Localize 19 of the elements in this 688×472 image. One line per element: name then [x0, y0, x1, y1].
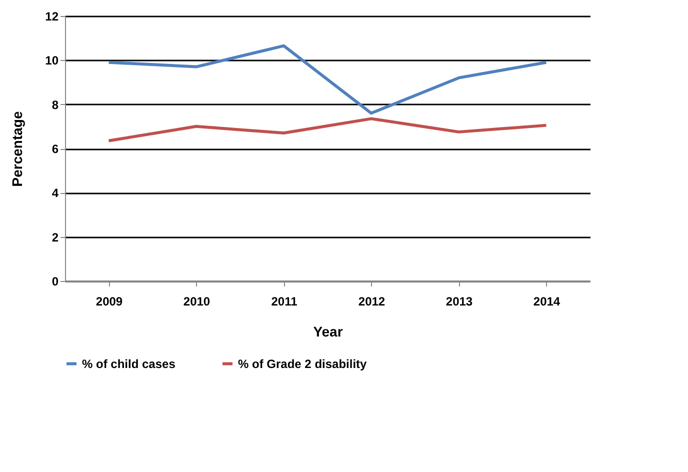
- line-series: [107, 117, 548, 142]
- legend-label: % of child cases: [82, 356, 176, 371]
- y-axis-title: Percentage: [9, 111, 26, 187]
- y-tick-label: 6: [52, 142, 59, 156]
- y-tick-label: 2: [52, 230, 59, 244]
- legend-label: % of Grade 2 disability: [238, 356, 368, 371]
- y-tick-label: 0: [52, 274, 59, 288]
- x-axis-title: Year: [313, 324, 344, 340]
- x-tick-label: 2010: [183, 294, 210, 308]
- x-tick-label: 2009: [96, 294, 123, 308]
- x-tick-label: 2014: [533, 294, 560, 308]
- x-tick-label: 2011: [271, 294, 298, 308]
- x-tick-label: 2013: [446, 294, 473, 308]
- y-tick-label: 4: [52, 186, 59, 200]
- line-series: [107, 44, 548, 115]
- y-tick-label: 12: [45, 10, 59, 24]
- x-tick-label: 2012: [358, 294, 386, 308]
- y-tick-label: 8: [52, 98, 59, 112]
- y-tick-label: 10: [45, 54, 59, 68]
